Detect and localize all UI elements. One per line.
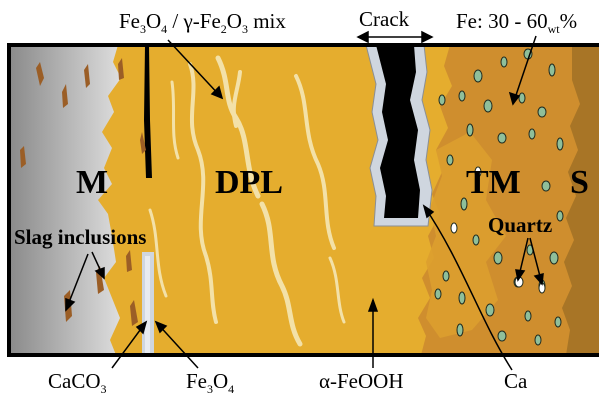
ca-arrow xyxy=(423,205,513,371)
slag-inclusion xyxy=(126,250,132,272)
quartz-grain xyxy=(524,310,532,322)
quartz-label: Quartz xyxy=(488,213,552,237)
pale-streak xyxy=(259,201,303,347)
soil-layer xyxy=(562,45,599,355)
fe-content-arrow xyxy=(512,35,537,105)
ca-label: Ca xyxy=(504,369,528,393)
quartz-grain xyxy=(497,330,507,342)
arrow-head xyxy=(356,30,369,44)
slag-inclusion xyxy=(130,300,138,326)
quartz-grain xyxy=(450,222,458,234)
caco3-vein-core xyxy=(145,256,150,355)
fe-mix-label: Fe3O4 / γ-Fe2O3 mix xyxy=(119,9,286,36)
fe3o4-label: Fe3O4 xyxy=(186,369,234,394)
fe3o4-streaks xyxy=(148,55,346,347)
tm-transition-patch xyxy=(426,132,506,338)
quartz-grain xyxy=(549,251,559,265)
quartz-grain xyxy=(556,137,564,151)
quartz-grain xyxy=(541,180,551,192)
slag-inclusion xyxy=(62,84,68,108)
arrow-head xyxy=(422,204,435,219)
pale-streak xyxy=(231,70,242,128)
quartz-grain xyxy=(483,99,493,113)
quartz-grain xyxy=(554,316,562,328)
arrow-head xyxy=(508,91,521,106)
quartz-grain xyxy=(466,123,474,137)
arrow-head xyxy=(421,30,434,44)
arrow-head xyxy=(65,297,76,312)
pale-streak xyxy=(188,62,218,324)
crack-label: Crack xyxy=(359,7,410,31)
fe-mix-arrow xyxy=(167,39,223,99)
slag-inclusion xyxy=(118,58,124,80)
quartz-grain xyxy=(458,291,466,305)
arrow-head xyxy=(210,85,224,100)
quartz-grain xyxy=(460,197,468,211)
quartz-grain xyxy=(500,56,508,68)
quartz-grain xyxy=(446,154,454,166)
quartz-grain-group xyxy=(434,48,564,346)
metal-layer xyxy=(9,45,121,355)
arrow-head xyxy=(154,320,168,334)
arrow-head xyxy=(515,269,526,282)
quartz-grain xyxy=(473,69,483,83)
section-frame xyxy=(7,43,599,357)
quartz-grain xyxy=(537,106,547,118)
slag-inclusions-label: Slag inclusions xyxy=(14,225,146,249)
quartz-grain xyxy=(456,323,464,337)
slag-inclusion xyxy=(140,132,146,154)
quartz-grain xyxy=(548,63,556,77)
quartz-grain xyxy=(485,303,495,317)
pale-streak xyxy=(294,74,336,250)
thin-crack xyxy=(144,45,152,178)
annotation-arrows xyxy=(65,30,544,371)
layer-label-dpl: DPL xyxy=(215,164,283,201)
slag-inclusion xyxy=(20,146,26,168)
quartz-grain xyxy=(556,210,564,222)
quartz-grain xyxy=(438,94,446,106)
arrow-head xyxy=(367,297,379,312)
pale-streak xyxy=(328,256,346,324)
arrow-head xyxy=(135,320,148,335)
pale-streak xyxy=(170,80,180,160)
quartz-grain xyxy=(518,92,526,104)
quartz-grain xyxy=(497,132,507,144)
slag-inclusion xyxy=(84,64,90,88)
layer-label-tm: TM xyxy=(466,164,521,201)
layer-label-s: S xyxy=(570,164,589,201)
quartz-grain xyxy=(472,234,480,246)
quartz-grain xyxy=(534,334,542,346)
quartz-grain xyxy=(474,166,482,178)
quartz-grain-white-group xyxy=(450,166,546,294)
arrow-head xyxy=(533,273,544,286)
crack-core xyxy=(376,45,420,218)
quartz-grain xyxy=(528,128,536,140)
quartz-grain xyxy=(493,251,503,265)
caco3-label: CaCO3 xyxy=(48,369,107,394)
pale-streak xyxy=(148,208,168,298)
quartz-grain xyxy=(434,288,442,300)
fe-content-label: Fe: 30 - 60wt% xyxy=(456,9,577,36)
arrow-head xyxy=(94,266,105,280)
quartz-grain xyxy=(458,90,466,102)
quartz-grain xyxy=(442,270,450,282)
slag-inclusion xyxy=(36,62,44,86)
layer-label-m: M xyxy=(76,164,108,201)
feooh-label: α-FeOOH xyxy=(319,369,404,393)
